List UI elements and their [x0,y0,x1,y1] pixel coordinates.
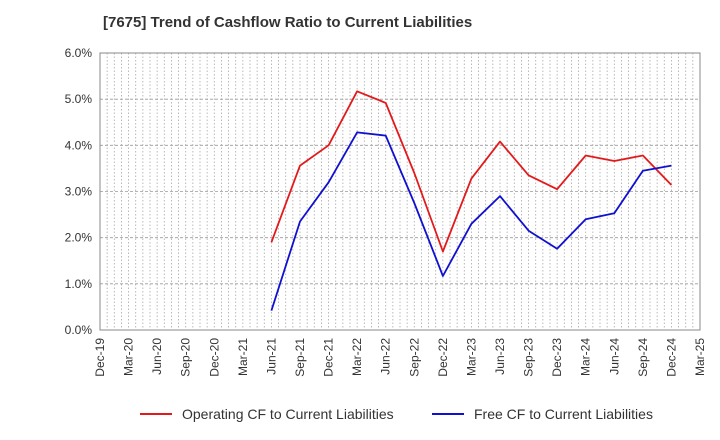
y-axis-ticks: 0.0% 1.0% 2.0% 3.0% 4.0% 5.0% 6.0% [65,46,93,337]
x-tick-label: Sep-22 [407,338,421,377]
x-tick-label: Mar-22 [350,338,364,376]
x-tick-label: Dec-20 [207,338,221,377]
x-tick-label: Dec-21 [322,338,336,377]
y-tick-label: 1.0% [65,277,93,291]
y-tick-label: 2.0% [65,231,93,245]
x-tick-label: Sep-23 [522,338,536,377]
y-tick-label: 3.0% [65,185,93,199]
x-tick-label: Mar-25 [693,338,707,376]
x-tick-label: Mar-21 [236,338,250,376]
x-tick-label: Sep-20 [179,338,193,377]
series-line-free-cf [270,131,672,311]
x-tick-label: Jun-24 [607,338,621,375]
series-line-operating-cf [270,90,673,253]
x-tick-label: Jun-23 [493,338,507,375]
plot-area-border [99,52,701,331]
x-axis-ticks: Dec-19 Mar-20 Jun-20 Sep-20 Dec-20 Mar-21 Jun-… [93,338,707,377]
x-tick-label: Sep-21 [293,338,307,377]
x-tick-label: Mar-24 [579,338,593,376]
x-tick-label: Mar-20 [122,338,136,376]
x-tick-label: Dec-22 [436,338,450,377]
y-tick-label: 0.0% [65,323,93,337]
legend: Operating CF to Current Liabilities Free … [140,406,653,422]
y-tick-label: 4.0% [65,138,93,152]
y-tick-label: 5.0% [65,92,93,106]
grid-lines [100,53,700,330]
x-tick-label: Jun-21 [264,338,278,375]
x-tick-label: Dec-19 [93,338,107,377]
x-tick-label: Jun-20 [150,338,164,375]
x-tick-label: Dec-24 [664,338,678,377]
y-tick-label: 6.0% [65,46,93,60]
x-tick-label: Sep-24 [636,338,650,377]
legend-label: Operating CF to Current Liabilities [182,406,394,422]
legend-label: Free CF to Current Liabilities [474,406,653,422]
x-tick-label: Dec-23 [550,338,564,377]
x-tick-label: Jun-22 [379,338,393,375]
chart-title: [7675] Trend of Cashflow Ratio to Curren… [103,14,473,31]
series-lines [270,90,673,311]
x-tick-label: Mar-23 [464,338,478,376]
